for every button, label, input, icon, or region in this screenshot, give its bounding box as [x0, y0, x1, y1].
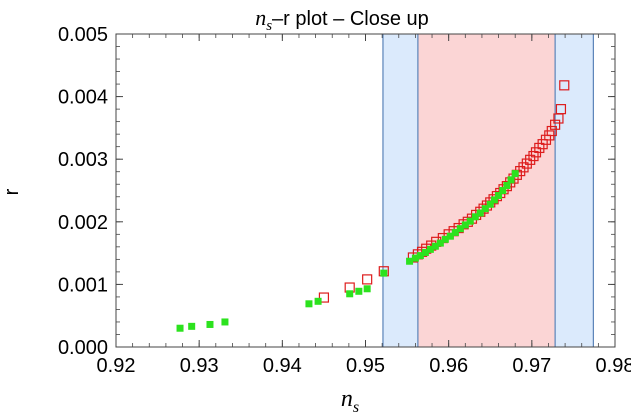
data-point — [507, 176, 515, 184]
data-point — [305, 300, 313, 308]
data-point — [451, 228, 459, 236]
y-tick-label: 0.001 — [58, 274, 108, 296]
data-point — [362, 274, 373, 285]
data-point — [416, 252, 424, 260]
data-point — [176, 324, 184, 332]
data-point — [486, 200, 494, 208]
x-tick-label: 0.96 — [429, 355, 468, 377]
data-point — [406, 257, 414, 265]
data-point — [206, 320, 214, 328]
data-point — [476, 209, 484, 217]
x-axis-title: ns — [341, 386, 359, 412]
data-point — [481, 205, 489, 213]
data-point — [499, 187, 507, 194]
data-series — [176, 80, 570, 332]
data-point — [550, 119, 561, 130]
data-point — [318, 292, 330, 303]
data-point — [380, 269, 388, 277]
data-point — [456, 225, 464, 233]
y-tick-label: 0.000 — [58, 337, 108, 359]
y-axis-title: r — [1, 188, 23, 195]
data-point — [528, 150, 539, 162]
series-1 — [176, 170, 519, 332]
data-point — [495, 192, 503, 200]
data-point — [355, 287, 363, 295]
data-point — [221, 318, 229, 326]
axes: 0.92 0.93 0.94 0.95 0.96 0.97 0.98 0.000 0.001 0.… — [58, 24, 631, 377]
x-tick-label: 0.97 — [512, 355, 551, 377]
x-tick-label: 0.95 — [346, 355, 385, 377]
data-point — [534, 142, 545, 154]
data-point — [411, 254, 419, 262]
data-point — [521, 158, 532, 169]
data-point — [188, 322, 196, 330]
data-point — [501, 181, 512, 192]
x-tick-label: 0.93 — [180, 355, 219, 377]
data-point — [511, 170, 519, 178]
data-point — [559, 80, 570, 91]
data-point — [363, 285, 371, 293]
data-point — [436, 239, 444, 247]
y-tick-label: 0.004 — [58, 87, 108, 109]
chart-title: ns–r plot – Close up — [255, 5, 429, 34]
data-point — [426, 245, 434, 253]
data-point — [466, 217, 474, 225]
data-point — [461, 221, 469, 229]
data-point — [446, 232, 454, 240]
x-tick-label: 0.94 — [263, 355, 302, 377]
data-point — [421, 248, 429, 256]
y-tick-label: 0.003 — [58, 149, 108, 171]
data-point — [314, 297, 322, 305]
x-tick-label: 0.98 — [596, 355, 631, 377]
data-point — [471, 213, 479, 221]
data-point — [441, 235, 449, 243]
data-point — [555, 104, 567, 115]
data-point — [518, 162, 529, 173]
data-point — [490, 196, 498, 204]
y-tick-label: 0.005 — [58, 24, 108, 46]
confidence-bands — [382, 34, 594, 347]
y-tick-label: 0.002 — [58, 212, 108, 234]
data-point — [546, 125, 557, 137]
data-point — [503, 181, 511, 189]
data-point — [431, 242, 439, 250]
x-tick-label: 0.92 — [97, 355, 136, 377]
data-point — [525, 154, 536, 165]
data-point — [346, 290, 354, 298]
band-1 — [417, 34, 556, 347]
